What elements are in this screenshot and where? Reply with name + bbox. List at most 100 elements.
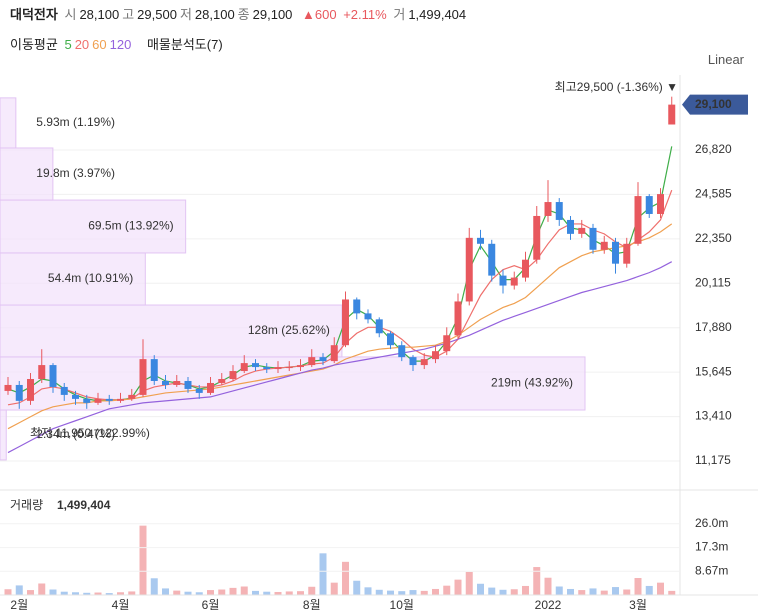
candle-body (94, 398, 102, 403)
candle-body (589, 227, 597, 250)
candle-body (499, 275, 507, 286)
volume-bar (173, 590, 181, 595)
candle-body (443, 335, 451, 352)
volume-bar (589, 588, 597, 595)
candle-body (612, 241, 619, 264)
ma-legend[interactable]: 이동평균 5 20 60 120 매물분석도(7) (10, 34, 226, 53)
candle-body (240, 363, 248, 372)
volume-bar (94, 592, 102, 595)
stock-name: 대덕전자 (10, 7, 58, 22)
candle-body (218, 378, 226, 383)
volume-title: 거래량 (10, 498, 43, 512)
volume-bar (240, 586, 248, 595)
volume-bar (600, 590, 608, 595)
volume-profile-label: 54.4m (10.91%) (48, 271, 133, 285)
volume-bar (38, 583, 46, 595)
y-tick-label: 13,410 (695, 409, 732, 423)
volume-bar (555, 586, 563, 595)
candle-body (567, 219, 574, 234)
x-tick-label: 10월 (390, 598, 414, 612)
y-tick-label: 20,115 (695, 275, 731, 289)
candle-body (454, 301, 462, 336)
price-badge (682, 94, 748, 115)
x-tick-label: 2월 (10, 598, 28, 612)
volume-bar (443, 585, 451, 595)
volume-bar (398, 591, 406, 595)
candle-body (510, 277, 518, 286)
y-tick-label: 17,880 (695, 320, 732, 334)
volume-bar (229, 587, 237, 595)
volume-profile-label: 5.93m (1.19%) (36, 115, 115, 129)
volume-profile-bar (0, 252, 146, 306)
ma-line (7, 261, 673, 454)
candle-body (150, 359, 158, 381)
volume-profile-bar (0, 356, 586, 411)
ohlc: 시 28,100 고 29,500 저 28,100 종 29,100 (64, 7, 295, 22)
candle-body (297, 365, 304, 368)
candle-body (207, 382, 214, 393)
scale-toggle[interactable]: Linear (707, 52, 744, 67)
x-tick-label: 3월 (629, 598, 647, 612)
volume-profile-bar (0, 199, 187, 254)
volume-bar (634, 578, 642, 595)
volume-profile-bar (0, 304, 343, 358)
volume-bar (623, 589, 631, 595)
candle-body (578, 227, 586, 234)
candle-body (544, 202, 552, 216)
ma-periods: 5 20 60 120 (64, 37, 134, 52)
y-tick-label: 15,645 (695, 364, 732, 378)
candle-body (195, 388, 203, 393)
volume-profile-label: 128m (25.62%) (248, 323, 330, 337)
volume-bar (27, 590, 34, 595)
candle-body (477, 237, 484, 244)
volume-bar (105, 593, 113, 595)
candle-body (117, 398, 124, 401)
candle-body (364, 313, 372, 320)
volume-bar (375, 589, 383, 595)
ma-period: 5 (64, 37, 72, 52)
volume-bar (128, 591, 136, 595)
volume-bar (499, 589, 507, 595)
volume-bar (184, 591, 192, 595)
field-value: 29,500 (137, 7, 177, 22)
volume-bar (409, 590, 417, 595)
volume-profile-label: 69.5m (13.92%) (88, 219, 173, 233)
candle-body (353, 299, 361, 314)
volume-bar (488, 587, 496, 595)
candle-body (409, 357, 417, 366)
volume-bar (330, 582, 338, 595)
candle-body (668, 104, 676, 125)
ma-period: 60 (92, 37, 107, 52)
volume-profile-label: 2.34m (0.47%) (36, 427, 115, 441)
quote-header: 대덕전자 시 28,100 고 29,500 저 28,100 종 29,100 ▲600 +… (10, 4, 469, 23)
volume-bar (195, 592, 203, 595)
candle-body (533, 215, 541, 260)
volume-bar (387, 590, 394, 595)
volume-bar (612, 587, 619, 595)
candle-body (27, 378, 34, 401)
field-value: 28,100 (194, 7, 235, 22)
x-tick-label: 2022 (535, 598, 562, 612)
x-tick-label: 8월 (303, 598, 321, 612)
candle-body (229, 371, 237, 379)
volume-bar (465, 571, 473, 595)
volume-bar (4, 589, 12, 595)
volume-bar (252, 590, 259, 595)
indicator[interactable]: 매물분석도(7) (146, 37, 223, 52)
volume-bar (207, 590, 214, 595)
candle-body (319, 357, 327, 362)
volume-bar (657, 582, 664, 595)
volume-bar (297, 591, 304, 595)
volume-bar (60, 591, 68, 595)
candle-body (252, 363, 259, 368)
candle-body (184, 380, 192, 389)
volume-bar (117, 592, 124, 595)
candle-body (4, 384, 12, 391)
candle-body (83, 398, 91, 403)
volume-profile-bar (0, 147, 54, 201)
volume-bar (83, 592, 91, 595)
x-tick-label: 4월 (112, 598, 130, 612)
candle-body (173, 380, 181, 385)
change: ▲600 (302, 7, 337, 22)
